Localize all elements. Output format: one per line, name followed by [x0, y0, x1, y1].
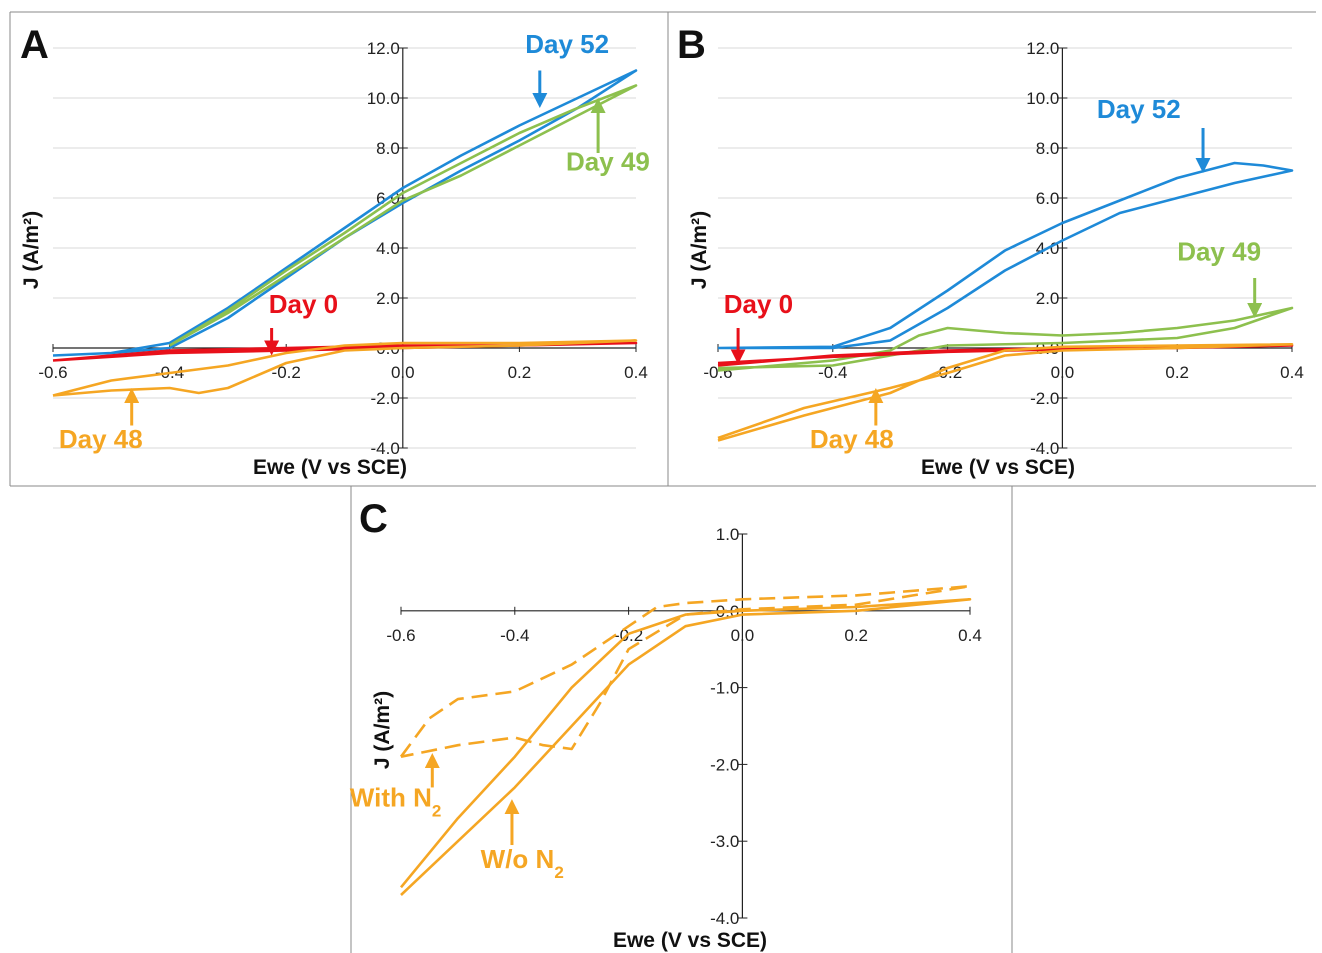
- x-axis-label: Ewe (V vs SCE): [921, 456, 1075, 479]
- annotation-label: Day 49: [566, 147, 650, 177]
- chart-panel-b: -0.6 -0.4 -0.2 0.0 0.2 0.412.010.08.06.04.02.…: [688, 39, 1304, 479]
- y-tick-label: -2.0: [371, 389, 400, 408]
- y-tick-label: -4.0: [710, 909, 739, 928]
- x-tick-label: 0.2: [1165, 363, 1189, 382]
- series-line-blue: [717, 161, 1294, 350]
- y-tick-label: 1.0: [716, 525, 740, 544]
- series-line-red: [52, 341, 638, 362]
- panel-label-b: B: [677, 23, 706, 67]
- x-axis-label: Ewe (V vs SCE): [253, 456, 407, 479]
- x-axis-label: Ewe (V vs SCE): [613, 929, 767, 952]
- y-axis-label: J (A/m²): [688, 211, 711, 289]
- x-tick-label: 0.2: [508, 363, 532, 382]
- x-tick-label: 0.2: [844, 626, 868, 645]
- y-tick-label: -4.0: [1030, 439, 1059, 458]
- y-tick-label: 10.0: [367, 89, 400, 108]
- series-line-green: [717, 306, 1294, 372]
- y-tick-label: 12.0: [1026, 39, 1059, 58]
- annotation-label: Day 48: [59, 424, 143, 454]
- x-tick-label: 0.4: [958, 626, 982, 645]
- y-tick-label: 2.0: [1036, 289, 1060, 308]
- x-tick-label: -0.4: [500, 626, 529, 645]
- annotation-label: W/o N2: [481, 844, 564, 882]
- x-tick-label: -0.2: [272, 363, 301, 382]
- y-axis-label: J (A/m²): [371, 691, 394, 769]
- x-tick-label: 0.0: [391, 363, 415, 382]
- y-tick-label: -4.0: [371, 439, 400, 458]
- x-tick-label: 0.0: [731, 626, 755, 645]
- chart-panel-a: -0.6 -0.4 -0.2 0.0 0.2 0.412.010.08.06.04.02.…: [20, 29, 650, 479]
- annotation-label: Day 48: [810, 424, 894, 454]
- series-line-orange: [399, 598, 972, 896]
- series-line-orange: [52, 339, 638, 397]
- series-line-orange: [399, 584, 972, 758]
- panel-label-a: A: [20, 23, 49, 67]
- y-tick-label: 6.0: [1036, 189, 1060, 208]
- y-tick-label: -2.0: [1030, 389, 1059, 408]
- annotation-label: Day 52: [525, 29, 609, 59]
- series-line-orange: [717, 343, 1294, 442]
- annotation-label: Day 52: [1097, 94, 1181, 124]
- x-tick-label: -0.4: [818, 363, 847, 382]
- chart-panel-c: -0.6 -0.4 -0.2 0.0 0.2 0.41.00.0-1.0-2.0-3.0-…: [350, 525, 982, 952]
- y-tick-label: 12.0: [367, 39, 400, 58]
- series-line-blue: [52, 69, 638, 357]
- x-tick-label: -0.6: [38, 363, 67, 382]
- y-tick-label: -3.0: [710, 832, 739, 851]
- y-tick-label: 4.0: [376, 239, 400, 258]
- y-tick-label: -2.0: [710, 755, 739, 774]
- y-axis-label: J (A/m²): [20, 211, 43, 289]
- y-tick-label: 8.0: [1036, 139, 1060, 158]
- x-tick-label: -0.6: [386, 626, 415, 645]
- y-tick-label: 10.0: [1026, 89, 1059, 108]
- y-tick-label: 8.0: [376, 139, 400, 158]
- x-tick-label: 0.4: [624, 363, 648, 382]
- x-tick-label: 0.0: [1051, 363, 1075, 382]
- annotation-label: With N2: [350, 783, 442, 821]
- x-tick-label: 0.4: [1280, 363, 1304, 382]
- y-tick-label: 2.0: [376, 289, 400, 308]
- annotation-label: Day 0: [269, 289, 338, 319]
- panel-label-c: C: [359, 497, 388, 541]
- annotation-label: Day 0: [724, 289, 793, 319]
- y-tick-label: -1.0: [710, 679, 739, 698]
- annotation-label: Day 49: [1177, 237, 1261, 267]
- series-line-green: [168, 84, 638, 347]
